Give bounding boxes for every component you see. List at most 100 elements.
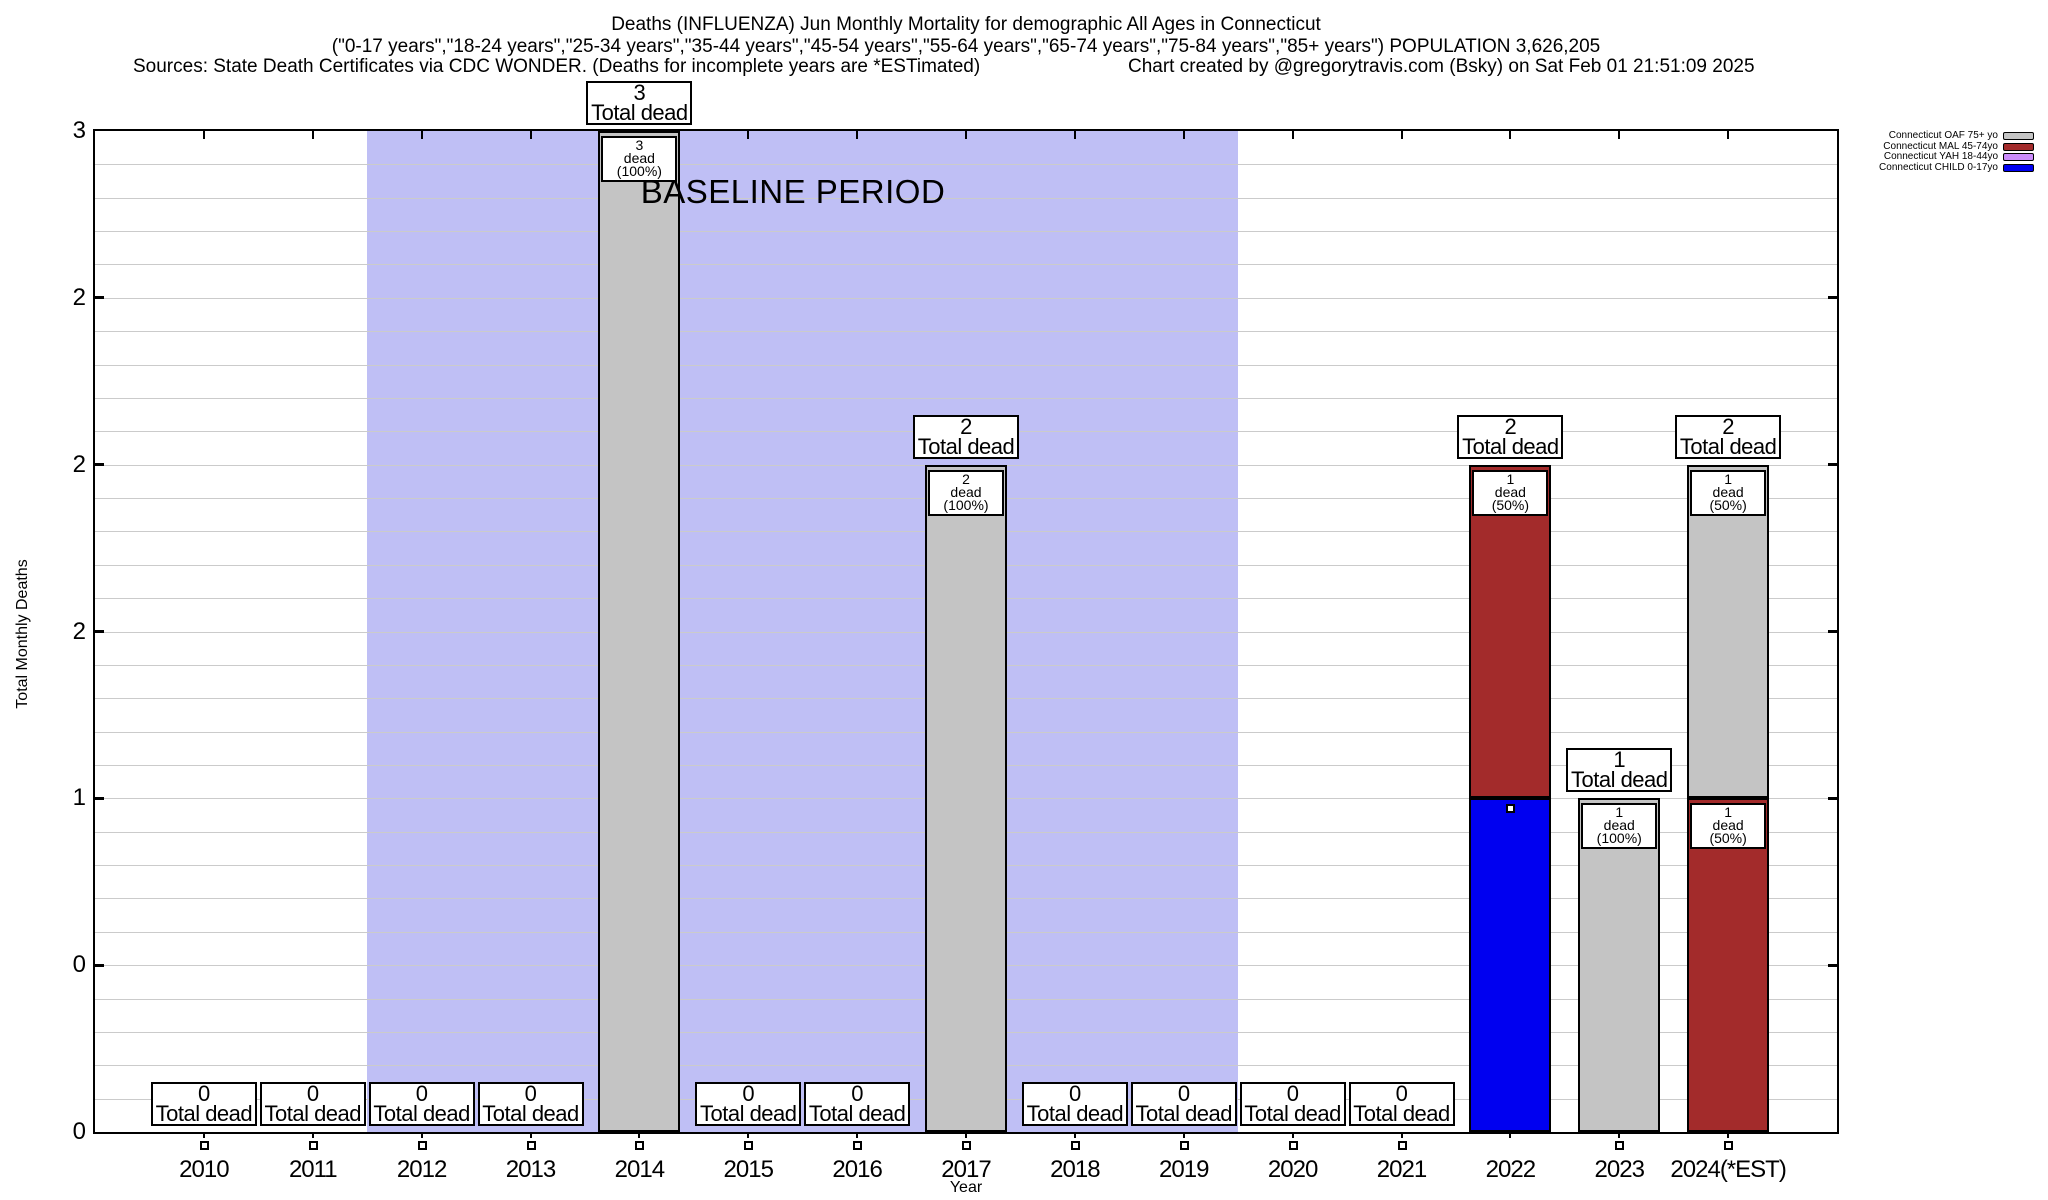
total-dead-box-2020: 0 Total dead xyxy=(1239,1082,1346,1126)
y-tick xyxy=(1828,630,1837,633)
segment-label-2022-connecticut-mal-45-74yo: 1 dead (50%) xyxy=(1472,469,1549,516)
legend-swatch xyxy=(2003,153,2034,162)
x-tick-label-2014: 2014 xyxy=(614,1156,665,1183)
total-dead-box-2017: 2 Total dead xyxy=(913,414,1019,459)
gridline xyxy=(95,331,1837,333)
legend-entry-connecticut-oaf-75-yo: Connecticut OAF 75+ yo xyxy=(1879,131,2034,142)
x-tick-top xyxy=(1073,131,1076,139)
legend-entry-connecticut-child-0-17yo: Connecticut CHILD 0-17yo xyxy=(1879,163,2034,174)
x-tick-top xyxy=(747,131,750,139)
axis-point-marker-2024-est xyxy=(1724,1141,1734,1150)
y-tick-label: 0 xyxy=(72,951,86,979)
total-dead-box-2022: 2 Total dead xyxy=(1457,414,1564,459)
x-tick-bottom xyxy=(1291,1132,1294,1138)
x-tick-bottom xyxy=(1073,1132,1076,1138)
total-dead-box-2016: 0 Total dead xyxy=(804,1082,911,1126)
y-tick-label: 2 xyxy=(72,617,86,645)
y-tick xyxy=(1828,963,1837,967)
legend-label: Connecticut MAL 45-74yo xyxy=(1883,140,1998,152)
x-tick-top xyxy=(1291,131,1294,139)
y-tick-label: 0 xyxy=(72,1118,86,1145)
y-tick xyxy=(95,796,104,800)
x-tick-label-2012: 2012 xyxy=(396,1156,447,1183)
x-tick-bottom xyxy=(1618,1132,1621,1138)
axis-point-marker-2017 xyxy=(962,1141,971,1150)
x-tick-bottom xyxy=(965,1132,967,1138)
axis-point-marker-2012 xyxy=(417,1141,427,1150)
gridline xyxy=(95,164,1837,166)
y-tick-label: 2 xyxy=(72,283,86,311)
y-tick xyxy=(1828,296,1837,300)
y-tick-label: 1 xyxy=(72,784,86,812)
axis-point-marker-2016 xyxy=(853,1141,863,1150)
x-tick-bottom xyxy=(1400,1132,1403,1138)
x-tick-top xyxy=(529,131,532,139)
axis-point-marker-2014 xyxy=(635,1141,645,1150)
bar-segment-2022-connecticut-child-0-17yo xyxy=(1469,798,1552,1132)
bar-segment-2024-est-connecticut-mal-45-74yo: 1 dead (50%) xyxy=(1687,798,1770,1132)
x-tick-label-2020: 2020 xyxy=(1267,1156,1318,1183)
y-tick xyxy=(1828,463,1837,467)
chart-title: Deaths (INFLUENZA) Jun Monthly Mortality… xyxy=(611,14,1321,35)
legend-entry-connecticut-mal-45-74yo: Connecticut MAL 45-74yo xyxy=(1879,140,2034,153)
sources-note: Sources: State Death Certificates via CD… xyxy=(133,56,981,77)
legend-label: Connecticut CHILD 0-17yo xyxy=(1879,162,1998,174)
x-tick-top xyxy=(1618,131,1621,139)
total-dead-box-2019: 0 Total dead xyxy=(1130,1082,1237,1126)
x-tick-label-2017: 2017 xyxy=(941,1156,991,1183)
x-tick-label-2016: 2016 xyxy=(832,1156,882,1183)
bar-segment-2017-connecticut-oaf-75-yo: 2 dead (100%) xyxy=(925,464,1007,1132)
axis-point-marker-2018 xyxy=(1070,1141,1080,1150)
gridline xyxy=(95,231,1837,233)
total-dead-box-2014: 3 Total dead xyxy=(586,81,693,125)
x-tick-bottom xyxy=(1182,1132,1185,1138)
total-dead-box-2018: 0 Total dead xyxy=(1021,1082,1128,1126)
axis-point-marker-2023 xyxy=(1615,1141,1625,1150)
axis-point-marker-2020 xyxy=(1288,1141,1298,1150)
y-axis-title: Total Monthly Deaths xyxy=(14,559,31,709)
x-tick-bottom xyxy=(311,1132,314,1138)
x-tick-bottom xyxy=(747,1132,750,1138)
x-tick-bottom xyxy=(202,1132,205,1138)
x-tick-label-2024-est: 2024(*EST) xyxy=(1670,1156,1786,1183)
x-tick-top xyxy=(1727,131,1730,139)
x-tick-top xyxy=(1182,131,1185,139)
y-tick-label: 3 xyxy=(72,117,86,144)
x-axis-title: Year xyxy=(949,1179,983,1196)
total-dead-box-2013: 0 Total dead xyxy=(477,1082,584,1126)
y-tick xyxy=(95,296,104,300)
x-tick-label-2011: 2011 xyxy=(288,1156,338,1183)
legend-label: Connecticut OAF 75+ yo xyxy=(1888,130,1998,142)
y-tick-label: 2 xyxy=(72,450,86,478)
axis-point-marker-2015 xyxy=(744,1141,754,1150)
y-tick xyxy=(95,463,104,467)
gridline xyxy=(95,397,1837,399)
credit-note: Chart created by @gregorytravis.com (Bsk… xyxy=(1128,56,1755,77)
axis-point-marker-2019 xyxy=(1179,1141,1189,1150)
legend-swatch xyxy=(2003,164,2034,173)
gridline xyxy=(95,197,1837,199)
bar-segment-2023-connecticut-oaf-75-yo: 1 dead (100%) xyxy=(1578,798,1661,1132)
legend-label: Connecticut YAH 18-44yo xyxy=(1883,151,1998,163)
x-tick-bottom xyxy=(1509,1132,1512,1138)
x-tick-bottom xyxy=(856,1132,859,1138)
chart-subtitle-demographics: ("0-17 years","18-24 years","25-34 years… xyxy=(331,36,1601,57)
bar-segment-2014-connecticut-oaf-75-yo: 3 dead (100%) xyxy=(598,131,681,1132)
total-dead-box-2010: 0 Total dead xyxy=(150,1082,257,1126)
x-tick-bottom xyxy=(638,1132,641,1138)
gridline xyxy=(95,264,1837,266)
x-tick-top xyxy=(202,131,205,139)
total-dead-box-2015: 0 Total dead xyxy=(695,1082,802,1126)
x-tick-label-2019: 2019 xyxy=(1159,1156,1209,1183)
total-dead-box-2021: 0 Total dead xyxy=(1348,1082,1455,1126)
bar-segment-2022-connecticut-mal-45-74yo: 1 dead (50%) xyxy=(1469,464,1552,799)
x-tick-top xyxy=(1509,131,1512,139)
x-tick-top xyxy=(311,131,314,139)
x-tick-bottom xyxy=(529,1132,532,1138)
axis-point-marker-2013 xyxy=(526,1141,536,1150)
x-tick-label-2013: 2013 xyxy=(505,1156,556,1183)
x-tick-top xyxy=(856,131,859,139)
axis-point-marker-2010 xyxy=(199,1141,209,1150)
legend: Connecticut OAF 75+ yo Connecticut MAL 45… xyxy=(1879,131,2034,173)
